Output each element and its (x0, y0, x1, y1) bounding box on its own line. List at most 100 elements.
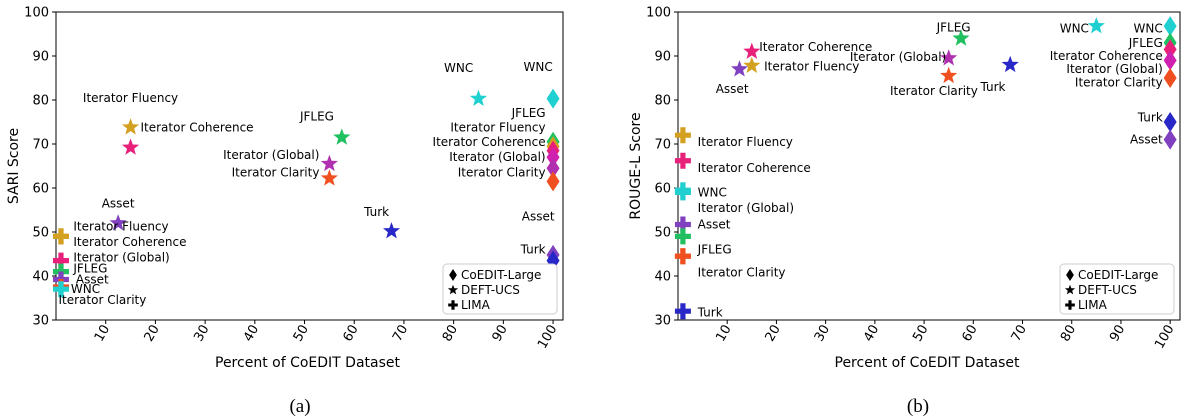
legend-diamond-icon (449, 269, 457, 281)
x-tick-label: 20 (142, 323, 163, 345)
data-point-star (743, 42, 761, 59)
data-point-star (333, 128, 351, 145)
point-label: Asset (102, 196, 135, 210)
data-point-star (1087, 17, 1105, 34)
legend-diamond-icon (1066, 269, 1074, 281)
point-label: Iterator Coherence (698, 161, 811, 175)
y-tick-label: 100 (646, 6, 671, 21)
point-label: Asset (698, 218, 731, 232)
y-tick-label: 80 (654, 94, 671, 109)
data-point-plus (674, 127, 691, 144)
x-tick-label: 10 (713, 323, 734, 345)
data-point-star (109, 214, 127, 231)
data-point-diamond (546, 158, 560, 179)
point-label: Iterator Clarity (1075, 75, 1163, 89)
point-label: Iterator Fluency (450, 121, 545, 135)
point-label: JFLEG (72, 262, 107, 276)
x-tick-label: 50 (291, 323, 312, 345)
x-axis-label: Percent of CoEDIT Dataset (835, 355, 1021, 371)
legend-label: CoEDIT-Large (461, 268, 541, 282)
y-axis-label: SARI Score (6, 128, 22, 204)
point-label: JFLEG (299, 109, 334, 123)
point-label: Turk (979, 80, 1005, 94)
x-tick-label: 100 (535, 323, 560, 352)
point-label: WNC (524, 60, 553, 74)
point-label: Turk (697, 306, 723, 320)
point-label: Asset (1130, 133, 1163, 147)
x-tick-label: 40 (861, 323, 882, 345)
data-point-star (320, 154, 338, 172)
panel-caption: (b) (907, 396, 929, 417)
point-label: Iterator Fluency (764, 60, 859, 74)
legend-plus-icon (1065, 300, 1075, 310)
y-tick-label: 50 (32, 226, 49, 241)
point-label: JFLEG (511, 106, 546, 120)
legend-plus-icon (448, 300, 458, 310)
data-point-diamond (1163, 112, 1177, 132)
data-point-star (122, 138, 140, 155)
point-label: Iterator (Global) (449, 150, 545, 164)
y-tick-label: 50 (654, 226, 671, 241)
point-label: Asset (522, 210, 555, 224)
data-point-plus (52, 228, 69, 245)
point-label: Iterator (Global) (73, 251, 169, 265)
y-tick-label: 40 (654, 270, 671, 285)
point-label: Iterator Coherence (759, 40, 872, 54)
point-label: Iterator Fluency (73, 220, 168, 234)
x-tick-label: 60 (959, 323, 980, 345)
data-point-diamond (1163, 39, 1177, 60)
data-point-star (320, 169, 338, 186)
data-point-diamond (1163, 16, 1177, 37)
data-point-plus (674, 184, 691, 201)
point-label: Asset (76, 273, 109, 287)
x-tick-label: 60 (340, 323, 361, 345)
legend-label: LIMA (1078, 298, 1108, 312)
point-label: WNC (698, 185, 727, 199)
x-tick-label: 50 (910, 323, 931, 345)
x-axis-label: Percent of CoEDIT Dataset (215, 355, 401, 371)
point-label: Iterator (Global) (1066, 62, 1162, 76)
y-axis-label: ROUGE-L Score (628, 112, 644, 219)
data-point-star (383, 222, 401, 239)
point-label: WNC (1134, 22, 1163, 36)
data-point-plus (674, 248, 691, 265)
legend-box (442, 263, 558, 315)
plot-frame (677, 11, 1181, 321)
point-label: Iterator (Global) (223, 148, 319, 162)
point-label: Iterator Coherence (433, 135, 546, 149)
data-point-star (952, 29, 970, 46)
point-label: Iterator Coherence (1050, 49, 1163, 63)
data-point-diamond (546, 147, 560, 168)
x-tick-label: 90 (490, 322, 511, 344)
data-point-star (731, 60, 749, 77)
legend-star-icon (447, 284, 459, 295)
x-tick-label: 10 (92, 323, 113, 345)
data-point-diamond (1163, 50, 1177, 71)
point-label: Asset (716, 82, 749, 96)
y-tick-label: 40 (32, 270, 49, 285)
x-tick-label: 70 (390, 323, 411, 345)
point-label: WNC (71, 282, 100, 296)
legend-label: DEFT-UCS (461, 283, 520, 297)
y-tick-label: 100 (24, 6, 49, 21)
data-point-diamond (546, 171, 560, 192)
data-point-star (469, 89, 488, 106)
point-label: WNC (1060, 22, 1089, 36)
data-point-star (1001, 55, 1019, 73)
point-label: Iterator Clarity (890, 84, 978, 98)
y-tick-label: 80 (32, 94, 49, 109)
point-label: Iterator (Global) (698, 201, 794, 215)
point-label: Iterator (Global) (850, 50, 946, 64)
legend-star-icon (1064, 284, 1076, 295)
y-tick-label: 60 (654, 182, 671, 197)
x-tick-label: 30 (812, 323, 833, 345)
legend-label: CoEDIT-Large (1078, 268, 1158, 282)
plot-frame (55, 11, 564, 321)
y-tick-label: 30 (32, 314, 49, 329)
point-label: Turk (1137, 111, 1163, 125)
data-point-star (122, 118, 140, 135)
data-point-star (743, 56, 761, 73)
point-label: Iterator Fluency (83, 91, 178, 105)
